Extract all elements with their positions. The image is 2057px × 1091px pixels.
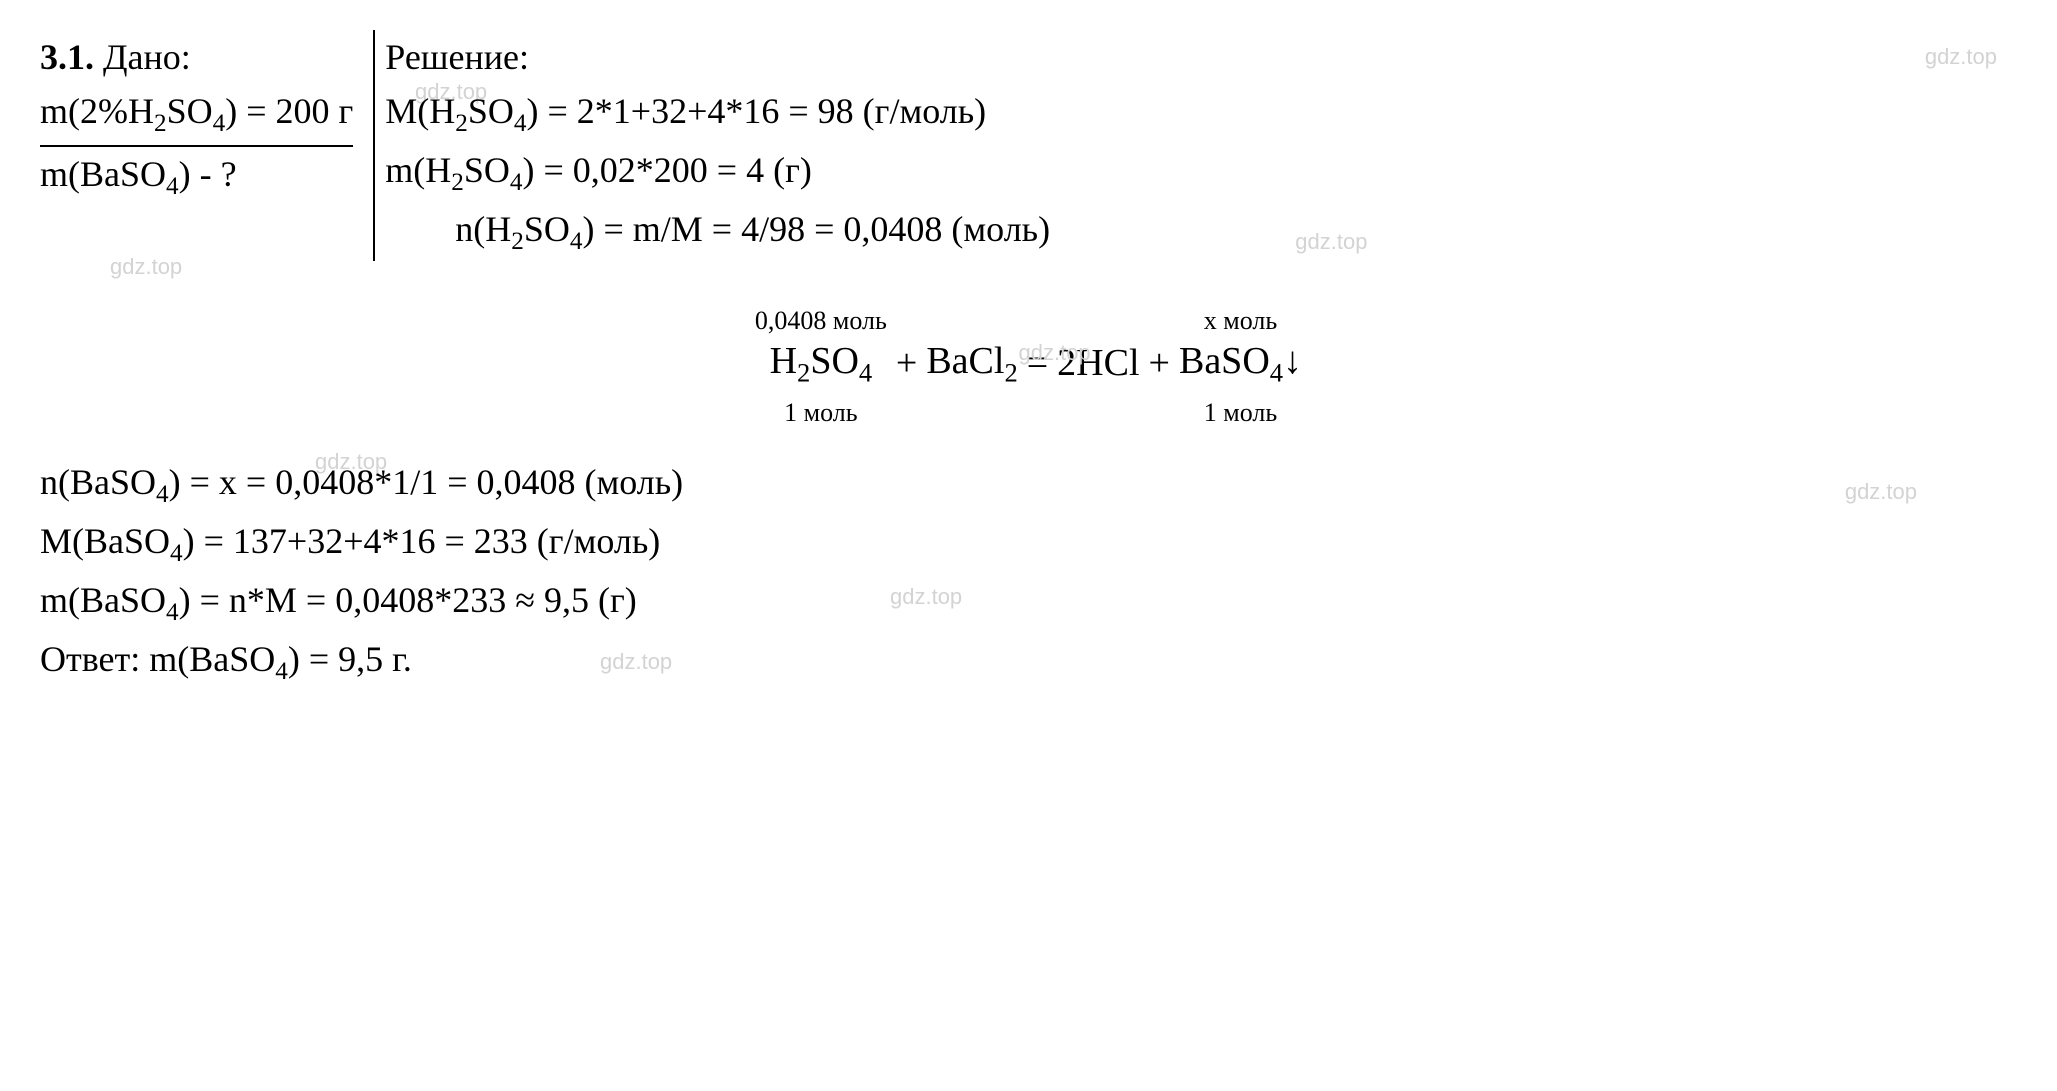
- answer-line: Ответ: m(BaSO4) = 9,5 г.: [40, 632, 2017, 691]
- eq-bottom-annotation: 1 моль: [784, 393, 857, 425]
- given-title-line: 3.1. Дано:: [40, 30, 353, 84]
- eq-equals: =: [1027, 303, 1048, 424]
- eq-term-baso4: х моль BaSO4↓ 1 моль: [1179, 301, 1302, 425]
- eq-term-h2so4: 0,0408 моль H2SO4 1 моль: [755, 301, 887, 425]
- moles-h2so4: n(H2SO4) = m/M = 4/98 = 0,0408 (моль): [385, 202, 2017, 261]
- watermark-icon: gdz.top: [110, 250, 182, 283]
- mass-h2so4: m(H2SO4) = 0,02*200 = 4 (г): [385, 143, 2017, 202]
- given-section: 3.1. Дано: m(2%H2SO4) = 200 г m(BaSO4) -…: [40, 30, 373, 206]
- bottom-calculations: gdz.top gdz.top gdz.top gdz.top n(BaSO4)…: [40, 455, 2017, 691]
- solution-section: Решение: M(H2SO4) = 2*1+32+4*16 = 98 (г/…: [375, 30, 2017, 261]
- eq-bottom-annotation: 1 моль: [1204, 393, 1277, 425]
- molar-mass-h2so4: M(H2SO4) = 2*1+32+4*16 = 98 (г/моль): [385, 84, 2017, 143]
- equation-layout: 0,0408 моль H2SO4 1 моль + BaCl2 = 2HCl: [755, 301, 1302, 425]
- moles-baso4: n(BaSO4) = x = 0,0408*1/1 = 0,0408 (моль…: [40, 455, 2017, 514]
- eq-top-annotation: 0,0408 моль: [755, 301, 887, 333]
- problem-number: 3.1.: [40, 37, 94, 77]
- top-section: 3.1. Дано: m(2%H2SO4) = 200 г m(BaSO4) -…: [40, 30, 2017, 261]
- solution-title: Решение:: [385, 30, 2017, 84]
- given-title: Дано:: [103, 37, 191, 77]
- eq-term-bacl2: BaCl2: [926, 301, 1017, 425]
- molar-mass-baso4: M(BaSO4) = 137+32+4*16 = 233 (г/моль): [40, 514, 2017, 573]
- chemical-equation: gdz.top 0,0408 моль H2SO4 1 моль + BaCl2…: [40, 301, 2017, 425]
- given-find-baso4: m(BaSO4) - ?: [40, 147, 353, 206]
- mass-baso4: m(BaSO4) = n*M = 0,0408*233 ≈ 9,5 (г): [40, 573, 2017, 632]
- eq-plus: +: [1149, 303, 1170, 424]
- eq-top-annotation: х моль: [1204, 301, 1277, 333]
- eq-plus: +: [896, 303, 917, 424]
- given-mass-h2so4: m(2%H2SO4) = 200 г: [40, 84, 353, 147]
- eq-term-hcl: 2HCl: [1057, 303, 1139, 424]
